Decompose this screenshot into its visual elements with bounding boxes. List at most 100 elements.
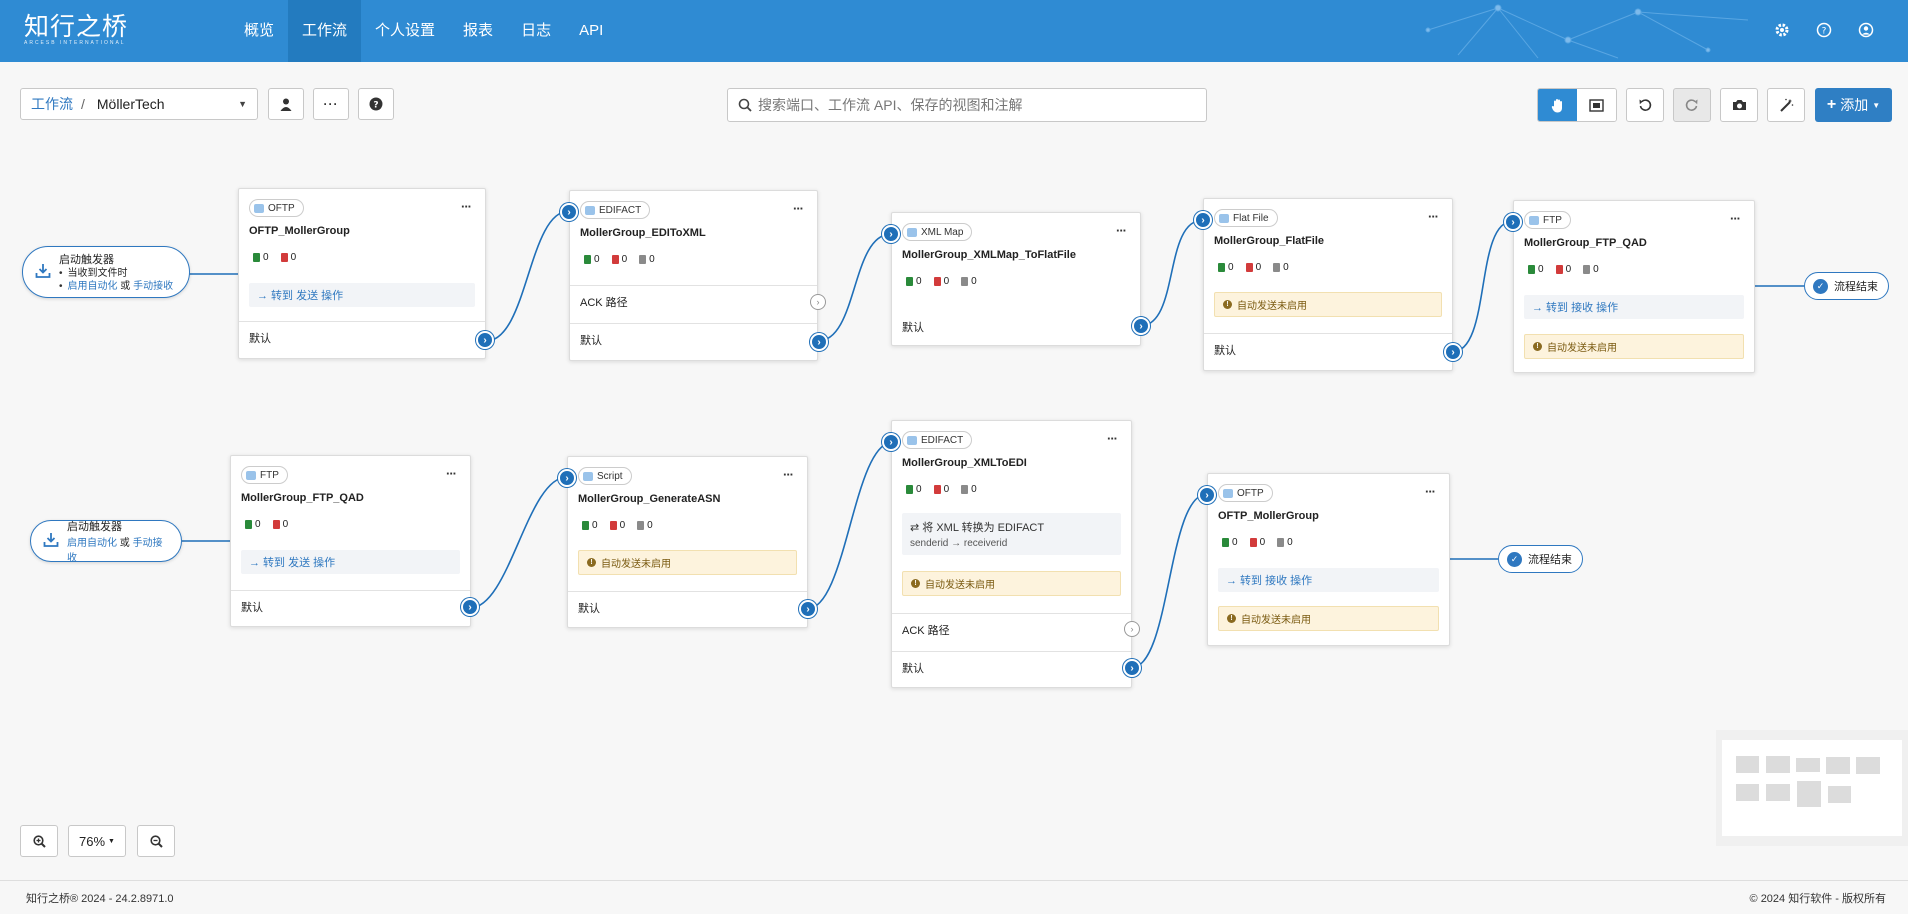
select-mode-button[interactable] (1577, 89, 1616, 121)
file-error-icon (1245, 263, 1253, 272)
warning-text: 自动发送未启用 (1547, 343, 1617, 354)
add-button[interactable]: + 添加 ▼ (1815, 88, 1892, 122)
zoom-level-value: 76% (79, 833, 106, 849)
node-menu-button[interactable]: ··· (1116, 223, 1127, 238)
trigger-title: 启动触发器 (67, 521, 122, 533)
manual-receive-link[interactable]: 手动接收 (133, 281, 174, 292)
breadcrumb[interactable]: 工作流 / MöllerTech ▼ (20, 88, 258, 120)
nav-reports[interactable]: 报表 (463, 22, 494, 39)
node-menu-button[interactable]: ··· (1107, 431, 1118, 446)
minimap-node (1796, 758, 1820, 772)
input-port[interactable]: › (1194, 211, 1212, 229)
redo-button[interactable] (1673, 88, 1711, 122)
nav-api[interactable]: API (579, 22, 604, 39)
help-button[interactable]: ? (358, 88, 394, 120)
zoom-out-button[interactable] (137, 825, 175, 857)
pan-mode-button[interactable] (1538, 89, 1577, 121)
input-port[interactable]: › (1198, 486, 1216, 504)
breadcrumb-workflows-link[interactable]: 工作流 (31, 96, 73, 112)
output-port[interactable]: › (461, 598, 479, 616)
goto-receive-action-link[interactable]: → 转到 接收 操作 (1524, 295, 1744, 319)
pending-count: 0 (639, 254, 655, 265)
input-port[interactable]: › (560, 203, 578, 221)
node-menu-button[interactable]: ··· (461, 199, 472, 214)
auto-layout-button[interactable] (1767, 88, 1805, 122)
start-trigger[interactable]: 启动触发器 当收到文件时 启用自动化 或 手动接收 (22, 246, 190, 298)
input-port[interactable]: › (882, 225, 900, 243)
output-port[interactable]: › (810, 333, 828, 351)
output-port[interactable]: › (1444, 343, 1462, 361)
ack-port[interactable]: › (810, 294, 826, 310)
connector-type-tag: OFTP (249, 199, 304, 217)
file-success-icon (906, 277, 913, 286)
enable-automation-link[interactable]: 启用自动化 (67, 281, 118, 292)
connector-type-label: Flat File (1233, 212, 1269, 224)
nav-profile[interactable]: 个人设置 (375, 22, 436, 39)
node-name: OFTP_MollerGroup (249, 225, 350, 237)
connector-icon (1223, 488, 1233, 498)
snapshot-button[interactable] (1720, 88, 1758, 122)
goto-send-action-link[interactable]: → 转到 发送 操作 (249, 283, 475, 307)
zoom-level-select[interactable]: 76% ▼ (68, 825, 126, 857)
port-node[interactable]: › OFTP ··· OFTP_MollerGroup 0 0 0 → 转到 接… (1198, 473, 1450, 646)
user-icon[interactable] (1856, 20, 1876, 40)
node-name: MollerGroup_FTP_QAD (241, 492, 364, 504)
search-box[interactable] (727, 88, 1207, 122)
enable-automation-link[interactable]: 启用自动化 (67, 538, 117, 549)
connector-type-tag: FTP (241, 466, 288, 484)
user-filter-button[interactable] (268, 88, 304, 120)
port-node[interactable]: › Script ··· MollerGroup_GenerateASN 0 0… (558, 456, 817, 628)
input-port[interactable]: › (1504, 213, 1522, 231)
file-counts: 0 0 0 (906, 484, 977, 495)
port-node[interactable]: › EDIFACT ··· MollerGroup_EDIToXML 0 0 0… (560, 190, 828, 361)
minimap-viewport (1722, 740, 1902, 836)
brand-logo[interactable]: 知行之桥 ARCESB INTERNATIONAL (24, 14, 128, 47)
input-port[interactable]: › (558, 469, 576, 487)
port-node[interactable]: › Flat File ··· MollerGroup_FlatFile 0 0… (1194, 198, 1462, 371)
ack-port[interactable]: › (1124, 621, 1140, 637)
output-port[interactable]: › (799, 600, 817, 618)
file-error-icon (272, 520, 280, 529)
error-count: 0 (1555, 264, 1571, 275)
minimap[interactable] (1716, 730, 1908, 846)
help-icon[interactable]: ? (1814, 20, 1834, 40)
input-port[interactable]: › (882, 433, 900, 451)
nav-overview[interactable]: 概览 (244, 22, 275, 39)
node-menu-button[interactable]: ··· (446, 466, 457, 481)
copyright-text: © 2024 知行软件 - 版权所有 (1749, 892, 1886, 905)
trigger-condition: 启用自动化 或 手动接收 (59, 280, 174, 293)
gear-icon[interactable] (1772, 20, 1792, 40)
file-success-icon (1222, 538, 1229, 547)
node-menu-button[interactable]: ··· (1428, 209, 1439, 224)
port-node[interactable]: FTP ··· MollerGroup_FTP_QAD 0 0 → 转到 发送 … (230, 455, 479, 627)
port-node[interactable]: › EDIFACT ··· MollerGroup_XMLToEDI 0 0 0… (882, 420, 1141, 688)
more-options-button[interactable]: ··· (313, 88, 349, 120)
minimap-node (1736, 784, 1759, 801)
goto-receive-action-link[interactable]: → 转到 接收 操作 (1218, 568, 1439, 592)
node-menu-button[interactable]: ··· (793, 201, 804, 216)
nav-logs[interactable]: 日志 (521, 22, 552, 39)
zoom-in-button[interactable] (20, 825, 58, 857)
start-trigger[interactable]: 启动触发器 启用自动化 或 手动接收 (30, 520, 182, 564)
file-success-icon (906, 485, 913, 494)
search-input[interactable] (758, 97, 1178, 113)
node-menu-button[interactable]: ··· (1425, 484, 1436, 499)
manual-receive-link[interactable]: 手动接收 (67, 538, 163, 564)
output-port[interactable]: › (1132, 317, 1150, 335)
output-port[interactable]: › (1123, 659, 1141, 677)
port-node[interactable]: › XML Map ··· MollerGroup_XMLMap_ToFlatF… (882, 212, 1150, 346)
nav-workflows[interactable]: 工作流 (288, 0, 362, 62)
goto-send-action-link[interactable]: → 转到 发送 操作 (241, 550, 460, 574)
connector-type-label: FTP (260, 469, 279, 481)
output-port[interactable]: › (476, 331, 494, 349)
node-menu-button[interactable]: ··· (1730, 211, 1741, 226)
success-count-value: 0 (263, 252, 269, 263)
node-menu-button[interactable]: ··· (783, 467, 794, 482)
port-node[interactable]: › FTP ··· MollerGroup_FTP_QAD 0 0 0 → 转到… (1504, 200, 1755, 373)
port-node[interactable]: OFTP ··· OFTP_MollerGroup 0 0 → 转到 发送 操作… (238, 188, 494, 359)
success-count-value: 0 (916, 276, 922, 287)
check-icon: ✓ (1813, 278, 1828, 294)
undo-button[interactable] (1626, 88, 1664, 122)
error-count: 0 (1245, 262, 1261, 273)
connector-type-label: OFTP (1237, 487, 1264, 499)
